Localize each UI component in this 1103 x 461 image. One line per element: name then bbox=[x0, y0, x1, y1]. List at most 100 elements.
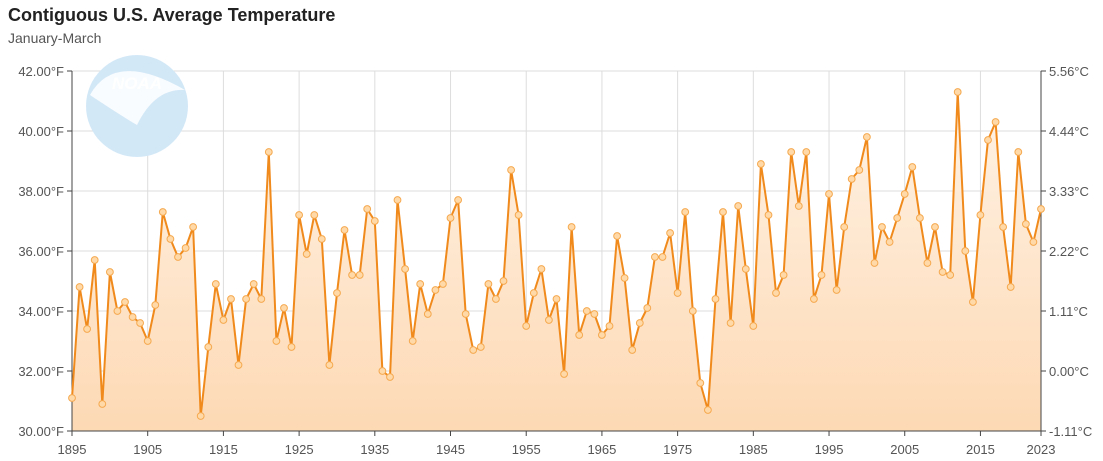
data-point[interactable] bbox=[969, 298, 977, 306]
data-point[interactable] bbox=[106, 268, 114, 276]
data-point[interactable] bbox=[348, 271, 357, 279]
data-point[interactable] bbox=[878, 223, 886, 231]
data-point[interactable] bbox=[688, 307, 697, 315]
data-point[interactable] bbox=[128, 313, 137, 321]
data-point[interactable] bbox=[151, 301, 160, 309]
data-point[interactable] bbox=[711, 295, 720, 303]
data-point[interactable] bbox=[575, 331, 584, 339]
data-point[interactable] bbox=[1014, 148, 1023, 156]
data-point[interactable] bbox=[885, 238, 894, 246]
data-point[interactable] bbox=[234, 361, 243, 369]
data-point[interactable] bbox=[582, 307, 591, 315]
data-point[interactable] bbox=[370, 217, 379, 225]
data-point[interactable] bbox=[976, 211, 985, 219]
data-point[interactable] bbox=[893, 214, 902, 222]
data-point[interactable] bbox=[613, 232, 621, 240]
data-point[interactable] bbox=[620, 274, 629, 282]
data-point[interactable] bbox=[757, 160, 765, 168]
data-point[interactable] bbox=[635, 319, 644, 327]
data-point[interactable] bbox=[302, 250, 311, 258]
data-point[interactable] bbox=[719, 208, 727, 216]
data-point[interactable] bbox=[560, 370, 568, 378]
data-point[interactable] bbox=[83, 325, 91, 333]
data-point[interactable] bbox=[999, 223, 1007, 231]
data-point[interactable] bbox=[355, 271, 364, 279]
data-point[interactable] bbox=[136, 319, 145, 327]
data-point[interactable] bbox=[696, 379, 705, 387]
data-point[interactable] bbox=[900, 190, 909, 198]
data-point[interactable] bbox=[484, 280, 493, 288]
data-point[interactable] bbox=[499, 277, 508, 285]
data-point[interactable] bbox=[817, 271, 826, 279]
data-point[interactable] bbox=[953, 88, 962, 96]
data-point[interactable] bbox=[628, 346, 637, 354]
data-point[interactable] bbox=[75, 283, 84, 291]
data-point[interactable] bbox=[673, 289, 682, 297]
data-point[interactable] bbox=[545, 316, 553, 324]
data-point[interactable] bbox=[287, 343, 296, 351]
data-point[interactable] bbox=[189, 223, 198, 231]
data-point[interactable] bbox=[143, 337, 152, 345]
data-point[interactable] bbox=[98, 400, 107, 408]
data-point[interactable] bbox=[257, 295, 266, 303]
data-point[interactable] bbox=[772, 289, 780, 297]
data-point[interactable] bbox=[476, 343, 485, 351]
data-point[interactable] bbox=[1022, 220, 1030, 228]
data-point[interactable] bbox=[121, 298, 129, 306]
data-point[interactable] bbox=[787, 148, 796, 156]
data-point[interactable] bbox=[855, 166, 864, 174]
data-point[interactable] bbox=[779, 271, 788, 279]
data-point[interactable] bbox=[461, 310, 470, 318]
data-point[interactable] bbox=[605, 322, 614, 330]
data-point[interactable] bbox=[537, 265, 546, 273]
data-point[interactable] bbox=[317, 235, 326, 243]
data-point[interactable] bbox=[340, 226, 349, 234]
data-point[interactable] bbox=[166, 235, 175, 243]
data-point[interactable] bbox=[590, 310, 599, 318]
data-point[interactable] bbox=[552, 295, 561, 303]
data-point[interactable] bbox=[726, 319, 735, 327]
data-point[interactable] bbox=[378, 367, 387, 375]
data-point[interactable] bbox=[741, 265, 750, 273]
data-point[interactable] bbox=[931, 223, 939, 231]
data-point[interactable] bbox=[764, 211, 773, 219]
data-point[interactable] bbox=[507, 166, 516, 174]
data-point[interactable] bbox=[227, 295, 235, 303]
data-point[interactable] bbox=[794, 202, 803, 210]
data-point[interactable] bbox=[272, 337, 281, 345]
data-point[interactable] bbox=[408, 337, 417, 345]
data-point[interactable] bbox=[651, 253, 659, 261]
data-point[interactable] bbox=[938, 268, 947, 276]
data-point[interactable] bbox=[469, 346, 478, 354]
data-point[interactable] bbox=[1029, 238, 1038, 246]
data-point[interactable] bbox=[529, 289, 538, 297]
data-point[interactable] bbox=[514, 211, 523, 219]
data-point[interactable] bbox=[749, 322, 758, 330]
data-point[interactable] bbox=[946, 271, 955, 279]
data-point[interactable] bbox=[401, 265, 410, 273]
data-point[interactable] bbox=[825, 190, 833, 198]
data-point[interactable] bbox=[840, 223, 849, 231]
data-point[interactable] bbox=[439, 280, 447, 288]
data-point[interactable] bbox=[810, 295, 818, 303]
data-point[interactable] bbox=[196, 412, 205, 420]
data-point[interactable] bbox=[310, 211, 319, 219]
data-point[interactable] bbox=[567, 223, 576, 231]
data-point[interactable] bbox=[454, 196, 463, 204]
data-point[interactable] bbox=[643, 304, 652, 312]
data-point[interactable] bbox=[333, 289, 341, 297]
data-point[interactable] bbox=[870, 259, 879, 267]
data-point[interactable] bbox=[363, 205, 372, 213]
data-point[interactable] bbox=[393, 196, 402, 204]
data-point[interactable] bbox=[598, 331, 606, 339]
data-point[interactable] bbox=[666, 229, 674, 237]
data-point[interactable] bbox=[961, 247, 970, 255]
data-point[interactable] bbox=[492, 295, 500, 303]
data-point[interactable] bbox=[681, 208, 690, 216]
data-point[interactable] bbox=[522, 322, 531, 330]
data-point[interactable] bbox=[923, 259, 932, 267]
data-point[interactable] bbox=[863, 133, 871, 141]
data-point[interactable] bbox=[158, 208, 167, 216]
data-point[interactable] bbox=[431, 286, 440, 294]
data-point[interactable] bbox=[249, 280, 258, 288]
